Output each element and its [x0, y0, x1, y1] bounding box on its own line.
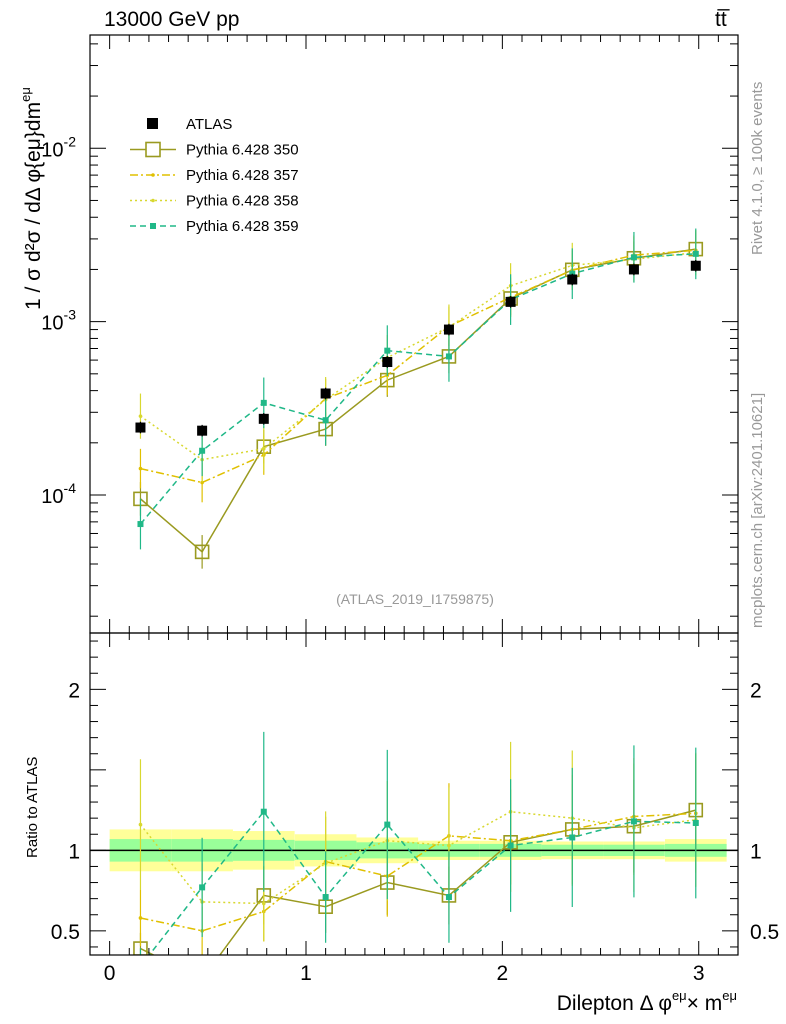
y-tick-label: 10-3 [41, 307, 76, 335]
ratio-tick-label-right: 2 [750, 679, 762, 702]
ratio-tick-label-left: 1 [68, 840, 80, 863]
x-tick-label: 1 [300, 962, 312, 985]
series-marker-2 [261, 446, 266, 451]
y-tick-exponent: -2 [64, 133, 77, 149]
data-marker [505, 296, 516, 307]
y-tick-label: 10-2 [41, 133, 76, 161]
legend-label-atlas: ATLAS [186, 116, 232, 133]
ratio-marker-3 [630, 818, 637, 825]
y-tick-exponent: -4 [64, 480, 77, 496]
series-line-1 [140, 249, 696, 484]
ratio-series-line-3 [148, 810, 696, 955]
data-marker [382, 357, 393, 368]
analysis-id-label: (ATLAS_2019_I1759875) [336, 591, 494, 607]
legend-marker-3 [150, 223, 156, 229]
ratio-marker-3 [384, 821, 391, 828]
x-tick-label: 2 [497, 962, 509, 985]
series-line-0 [139, 248, 696, 554]
ratio-tick-label-right: 0.5 [750, 921, 779, 944]
ratio-marker-3 [199, 884, 206, 891]
ratio-tick-label-left: 0.5 [51, 921, 80, 944]
ratio-tick-label-right: 1 [750, 840, 762, 863]
mcplots-label: mcplots.cern.ch [arXiv:2401.10621] [749, 393, 766, 628]
data-marker [197, 425, 208, 436]
ratio-marker-0 [196, 973, 209, 986]
collision-label: 13000 GeV pp [104, 8, 239, 31]
y-tick-exponent: -3 [64, 307, 77, 323]
legend-marker-atlas [147, 118, 158, 129]
series-marker-0 [194, 544, 210, 560]
ratio-marker-3 [260, 808, 267, 815]
data-marker [258, 413, 269, 424]
data-marker [628, 264, 639, 275]
ratio-marker-3 [507, 842, 514, 849]
y-axis-title: 1 / σ d²σ / dΔ φ{eμ}dmeμ [18, 87, 45, 310]
ratio-marker-2 [138, 822, 143, 827]
data-marker [443, 324, 454, 335]
x-axis-title-sup1: eμ [672, 988, 687, 1003]
legend-label-0: Pythia 6.428 350 [186, 142, 299, 159]
y-axis-title-text: 1 / σ d²σ / dΔ φ{eμ}dm [22, 102, 45, 310]
legend-marker-1 [151, 173, 155, 177]
x-tick-label: 3 [693, 962, 705, 985]
legend-label-2: Pythia 6.428 358 [186, 193, 299, 210]
series-marker-1 [138, 466, 143, 471]
ratio-plot-area [90, 731, 738, 986]
ratio-series-line-2 [139, 810, 696, 905]
x-axis-title-mid: × m [687, 992, 723, 1015]
series-line-3 [139, 253, 696, 525]
ratio-marker-1 [138, 916, 143, 920]
ratio-marker-3 [569, 834, 576, 841]
ratio-series-line-0 [140, 809, 696, 955]
series-line-2 [140, 251, 696, 461]
ratio-marker-3 [322, 894, 329, 901]
series-marker-3 [199, 447, 206, 454]
series-marker-3 [322, 417, 329, 424]
rivet-version-label: Rivet 4.1.0, ≥ 100k events [749, 82, 766, 255]
legend-label-1: Pythia 6.428 357 [186, 167, 299, 184]
ratio-marker-3 [692, 819, 699, 826]
ratio-tick-label-left: 2 [68, 679, 80, 702]
legend-marker-0 [145, 141, 161, 158]
process-label: tt̅ [715, 8, 731, 31]
x-tick-label: 0 [104, 962, 116, 985]
ratio-y-axis-title: Ratio to ATLAS [24, 757, 41, 858]
data-marker [567, 274, 578, 285]
y-tick-base: 10 [41, 313, 63, 335]
legend-label-3: Pythia 6.428 359 [186, 218, 299, 235]
series-marker-3 [630, 254, 637, 261]
ratio-marker-3 [137, 963, 143, 969]
legend-marker-2 [151, 198, 155, 203]
y-tick-base: 10 [41, 139, 63, 161]
series-marker-3 [260, 399, 267, 406]
series-marker-3 [384, 347, 391, 354]
y-tick-base: 10 [41, 486, 63, 508]
series-marker-3 [445, 353, 452, 360]
y-axis-title-sup: eμ [18, 87, 33, 102]
x-axis-title: Dilepton Δ φeμ× meμ [557, 988, 737, 1015]
series-marker-2 [138, 414, 143, 418]
data-marker [135, 422, 146, 433]
ratio-marker-3 [445, 894, 452, 901]
ratio-marker-2 [261, 901, 266, 906]
data-marker [690, 260, 701, 271]
data-marker [320, 388, 331, 399]
series-marker-3 [137, 521, 144, 528]
series-marker-1 [200, 480, 204, 485]
ratio-marker-2 [447, 843, 451, 848]
series-marker-3 [692, 250, 699, 257]
legend: ATLAS Pythia 6.428 350 Pythia 6.428 357 Pyt… [130, 116, 299, 235]
x-axis-title-sup2: eμ [722, 988, 737, 1003]
y-tick-label: 10-4 [41, 480, 76, 508]
main-plot-area [133, 228, 704, 569]
x-axis-title-text: Dilepton Δ φ [557, 992, 672, 1015]
ratio-frame [89, 632, 739, 956]
